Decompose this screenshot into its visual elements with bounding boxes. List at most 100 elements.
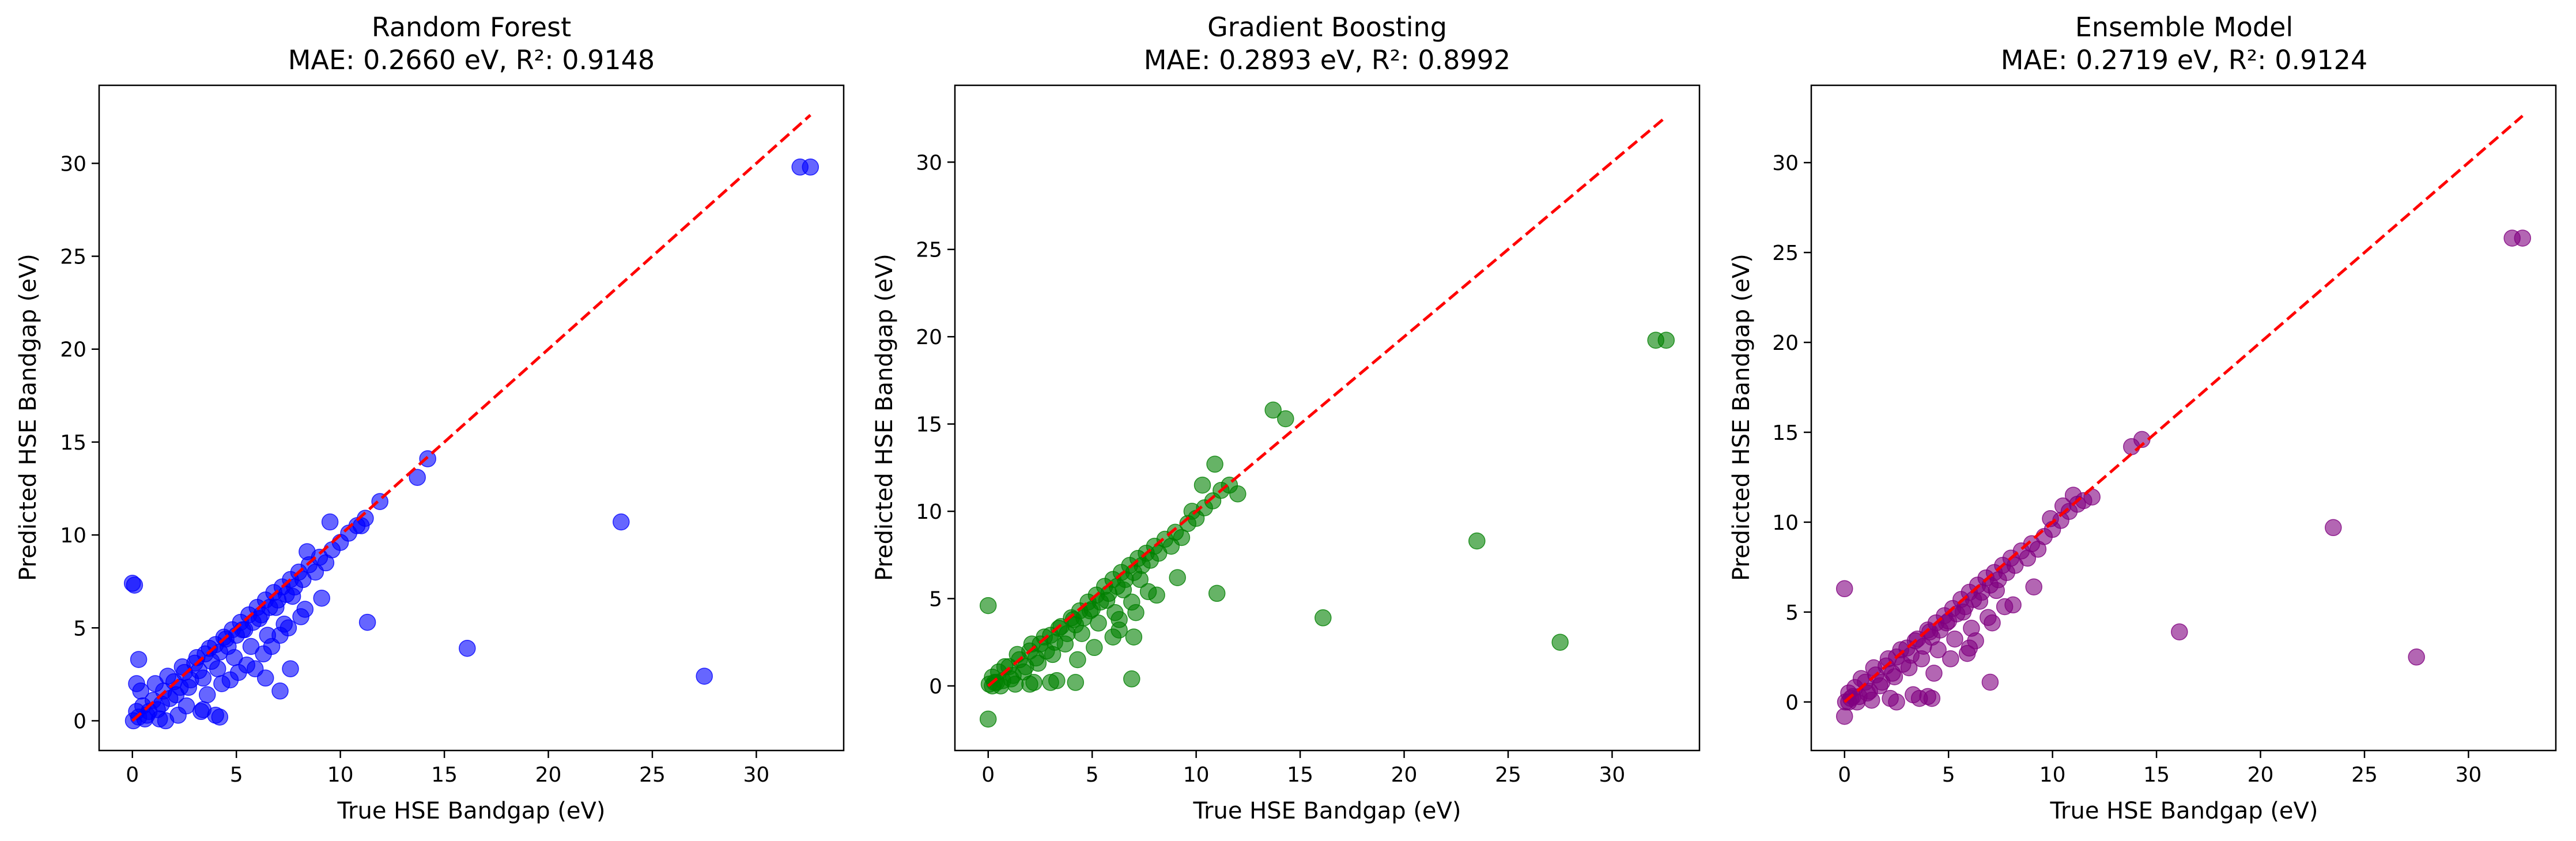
x-axis-label: True HSE Bandgap (eV) — [1192, 798, 1461, 824]
data-point — [242, 638, 260, 655]
data-point — [1125, 628, 1143, 646]
data-point — [159, 667, 176, 685]
data-point — [1173, 529, 1191, 546]
data-point — [1865, 659, 1883, 677]
data-point — [1098, 591, 1116, 609]
data-point — [1835, 707, 1853, 725]
data-point — [2004, 596, 2022, 614]
data-point — [130, 651, 148, 668]
data-point — [1056, 635, 1074, 653]
data-point — [1069, 651, 1086, 669]
data-point — [2042, 510, 2059, 527]
panel-title: Gradient Boosting — [1207, 12, 1447, 43]
data-point — [1923, 689, 1941, 707]
data-point — [1984, 614, 2001, 632]
data-point — [979, 710, 997, 728]
y-axis-label: Predicted HSE Bandgap (eV) — [871, 254, 898, 581]
data-point — [1086, 639, 1103, 657]
data-point — [180, 678, 197, 696]
panel-random-forest: Random Forest MAE: 0.2660 eV, R²: 0.9148… — [15, 12, 845, 824]
data-point — [234, 621, 251, 639]
data-point — [1193, 476, 1211, 494]
x-tick-label: 25 — [2351, 763, 2378, 787]
data-point — [263, 638, 281, 655]
data-point — [1169, 569, 1186, 586]
data-point — [1021, 676, 1038, 693]
y-axis-label: Predicted HSE Bandgap (eV) — [15, 254, 41, 581]
y-tick-label: 5 — [1785, 601, 1799, 625]
data-point — [299, 543, 316, 560]
x-tick-label: 30 — [2456, 763, 2482, 787]
data-point — [409, 469, 426, 486]
data-point — [267, 599, 285, 616]
data-point — [256, 669, 274, 687]
y-tick-label: 10 — [916, 500, 942, 524]
x-axis-label: True HSE Bandgap (eV) — [2049, 798, 2318, 824]
data-point — [1886, 668, 1903, 685]
y-tick-label: 30 — [916, 151, 942, 175]
x-tick-label: 25 — [639, 763, 666, 787]
y-tick-label: 30 — [60, 152, 86, 176]
x-tick-label: 20 — [535, 763, 562, 787]
y-tick-label: 25 — [60, 246, 86, 269]
data-point — [1921, 623, 1939, 640]
data-point — [294, 571, 312, 589]
scatter-points — [979, 331, 1675, 728]
y-tick-label: 15 — [60, 431, 86, 455]
data-point — [459, 639, 476, 657]
data-point — [1081, 602, 1099, 620]
panel-subtitle: MAE: 0.2719 eV, R²: 0.9124 — [2001, 44, 2367, 76]
reference-line — [1844, 115, 2524, 703]
data-point — [2408, 648, 2425, 666]
plot-frame — [98, 84, 845, 752]
data-point — [1981, 673, 1999, 691]
x-tick-label: 0 — [981, 763, 995, 787]
y-tick-label: 20 — [916, 326, 942, 349]
data-point — [1929, 641, 1947, 659]
y-tick-label: 5 — [929, 587, 942, 611]
data-point — [1835, 580, 1853, 598]
panel-title: Random Forest — [372, 12, 571, 43]
data-point — [1946, 630, 1963, 648]
x-tick-label: 10 — [2039, 763, 2066, 787]
scatter-points — [1835, 229, 2532, 725]
data-point — [1115, 581, 1132, 599]
data-point — [1229, 485, 1247, 503]
data-point — [1551, 633, 1569, 651]
data-point — [321, 513, 339, 531]
data-point — [1871, 677, 1888, 695]
data-point — [1127, 604, 1145, 621]
data-point — [1148, 586, 1165, 604]
data-point — [1104, 628, 1122, 646]
data-point — [1888, 693, 1905, 711]
data-point — [271, 682, 289, 700]
data-point — [696, 667, 713, 685]
data-point — [188, 649, 206, 666]
data-point — [126, 576, 143, 594]
panel-subtitle: MAE: 0.2893 eV, R²: 0.8992 — [1144, 44, 1510, 76]
y-tick-label: 25 — [916, 239, 942, 262]
data-point — [1863, 691, 1880, 709]
x-tick-label: 15 — [431, 763, 458, 787]
data-point — [1942, 650, 1959, 667]
x-tick-label: 25 — [1495, 763, 1521, 787]
y-tick-label: 20 — [60, 338, 86, 362]
data-point — [146, 675, 164, 692]
data-point — [279, 619, 297, 637]
data-point — [177, 697, 195, 715]
y-tick-label: 30 — [1772, 152, 1799, 175]
data-point — [209, 660, 226, 677]
y-tick-label: 25 — [1772, 242, 1799, 265]
scatter-points — [123, 159, 819, 730]
data-point — [251, 610, 268, 627]
data-point — [1090, 614, 1107, 632]
data-point — [128, 675, 145, 692]
data-point — [198, 686, 216, 704]
data-point — [1961, 639, 1978, 657]
x-axis-label: True HSE Bandgap (eV) — [337, 798, 605, 824]
data-point — [2171, 623, 2188, 640]
data-point — [153, 695, 171, 713]
panel-ensemble-model: Ensemble Model MAE: 0.2719 eV, R²: 0.912… — [1728, 12, 2557, 824]
